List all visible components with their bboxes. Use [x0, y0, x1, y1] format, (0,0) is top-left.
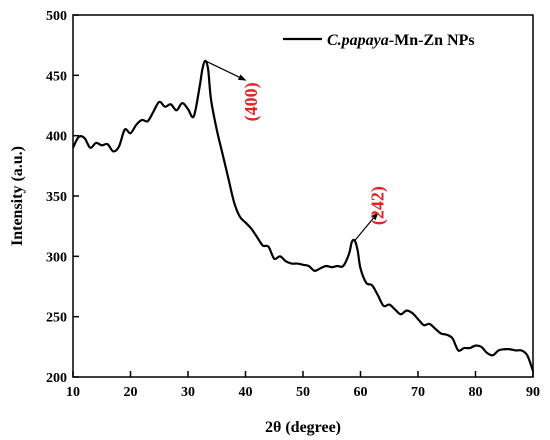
x-tick-label-7: 80	[469, 385, 483, 400]
x-tick-label-2: 30	[181, 385, 195, 400]
legend-label: C.papaya-Mn-Zn NPs	[327, 32, 475, 49]
annotation-arrow-0	[204, 60, 247, 81]
y-tick-label-4: 400	[46, 130, 67, 145]
x-tick-label-1: 20	[124, 385, 138, 400]
y-axis-title: Intensity (a.u.)	[9, 146, 26, 246]
x-tick-label-3: 40	[239, 385, 253, 400]
x-tick-label-5: 60	[354, 385, 368, 400]
annotation-label-1: (242)	[368, 186, 389, 225]
annotation-label-0: (400)	[241, 82, 262, 121]
peak-annotations: (400) (242)	[204, 60, 389, 242]
x-tick-label-6: 70	[411, 385, 425, 400]
x-tick-label-0: 10	[66, 385, 80, 400]
y-tick-label-5: 450	[46, 69, 67, 84]
y-tick-label-6: 500	[46, 9, 67, 24]
tick-labels: 10 20 30 40 50 60 70 80 90 200 250 300 350 400 450 500	[46, 9, 540, 400]
y-tick-label-3: 350	[46, 190, 67, 205]
x-axis-title: 2θ (degree)	[265, 419, 341, 436]
annotation-arrow-1	[354, 212, 379, 242]
x-tick-label-8: 90	[526, 385, 540, 400]
y-tick-label-1: 250	[46, 311, 67, 326]
plot-frame	[72, 14, 534, 378]
y-tick-label-2: 300	[46, 250, 67, 265]
x-tick-label-4: 50	[296, 385, 310, 400]
y-tick-label-0: 200	[46, 371, 67, 386]
series-line	[72, 59, 535, 372]
legend: C.papaya-Mn-Zn NPs	[283, 32, 475, 49]
axis-ticks	[72, 14, 534, 378]
